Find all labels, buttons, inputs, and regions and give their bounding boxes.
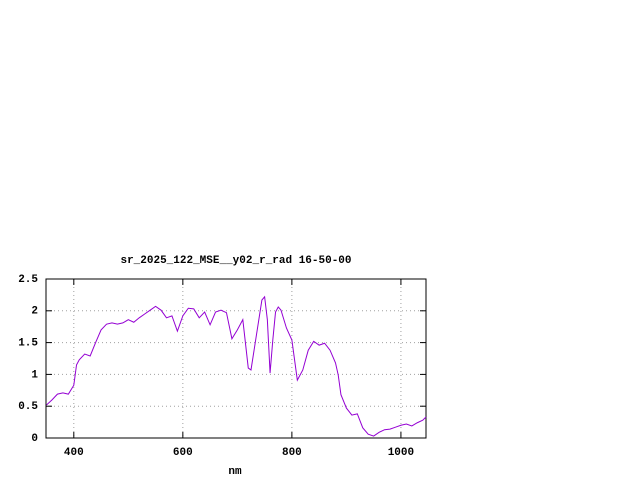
y-tick-label: 0 <box>31 433 38 445</box>
y-tick-label: 0.5 <box>18 401 38 413</box>
chart-title: sr_2025_122_MSE__y02_r_rad 16-50-00 <box>120 255 351 267</box>
x-tick-label: 600 <box>173 447 193 459</box>
x-tick-label: 400 <box>64 447 84 459</box>
y-tick-label: 1 <box>31 369 38 381</box>
plot-border <box>45 278 427 439</box>
y-tick-label: 2 <box>31 306 38 318</box>
y-tick-label: 2.5 <box>18 274 38 286</box>
x-tick-label: 800 <box>282 447 302 459</box>
x-axis-label: nm <box>228 466 242 478</box>
data-line <box>46 295 427 437</box>
y-tick-label: 1.5 <box>18 338 38 350</box>
x-tick-label: 1000 <box>388 447 414 459</box>
